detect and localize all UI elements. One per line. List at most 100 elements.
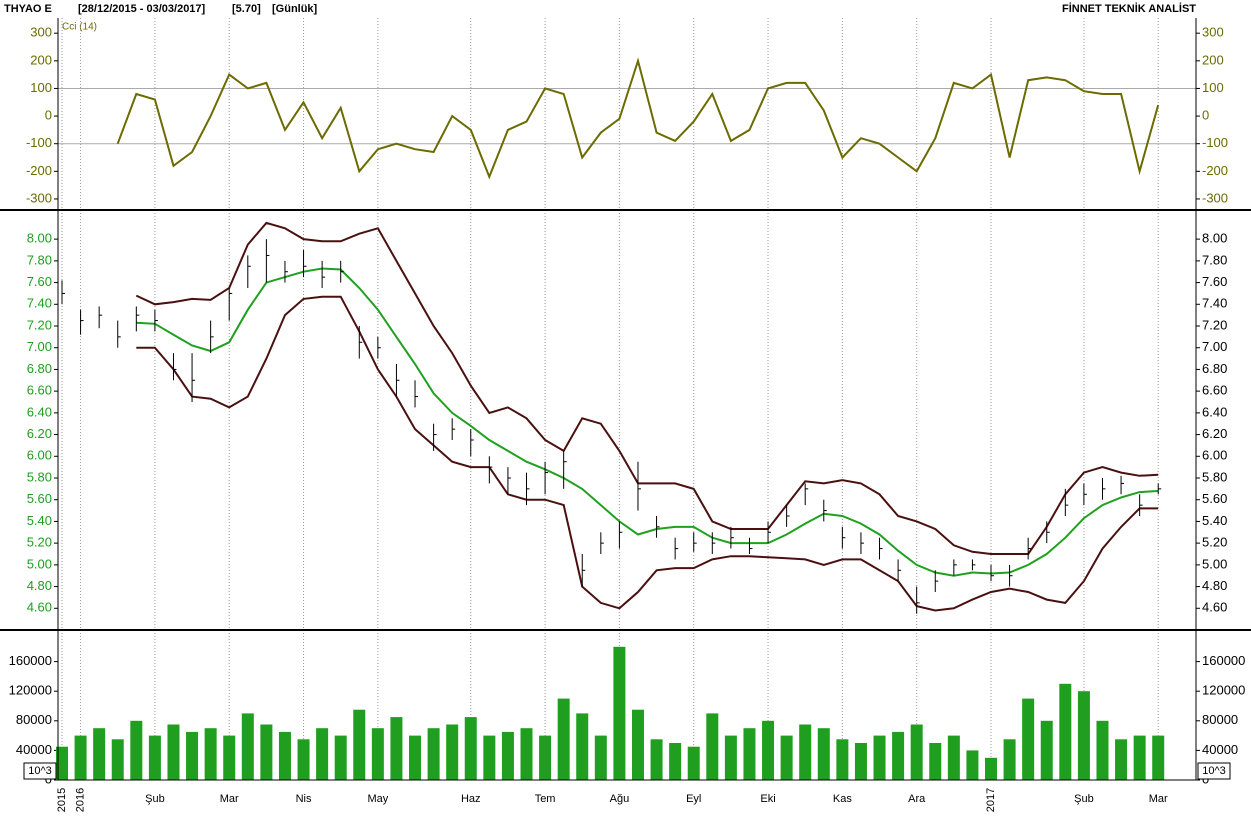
x-tick-label: Nis	[296, 793, 312, 805]
volume-bar	[669, 743, 682, 780]
volume-bar	[780, 735, 793, 780]
volume-bar	[966, 750, 979, 780]
y-tick-label: 300	[1202, 25, 1224, 40]
y-tick-label: 6.20	[1202, 426, 1227, 441]
volume-bar	[371, 728, 384, 780]
volume-bar	[390, 717, 403, 780]
y-tick-label: 8.00	[1202, 231, 1227, 246]
volume-bar	[576, 713, 589, 780]
x-tick-label: 2016	[74, 788, 86, 812]
x-tick-label: Mar	[1149, 793, 1168, 805]
brand: FİNNET TEKNİK ANALİST	[1062, 2, 1196, 15]
y-tick-label: 0	[1202, 108, 1209, 123]
y-tick-label: 6.60	[1202, 383, 1227, 398]
volume-bar	[93, 728, 106, 780]
y-tick-label: 4.60	[1202, 600, 1227, 615]
volume-bar	[204, 728, 217, 780]
volume-bar	[316, 728, 329, 780]
y-tick-label: 8.00	[27, 231, 52, 246]
volume-bar	[985, 757, 997, 780]
y-tick-label: 4.60	[27, 600, 52, 615]
volume-bar	[1133, 735, 1146, 780]
date-range: [28/12/2015 - 03/03/2017]	[78, 3, 206, 15]
unit-box	[1197, 762, 1231, 780]
volume-bar	[892, 731, 905, 780]
volume-bar	[241, 713, 254, 780]
y-tick-label: 200	[1202, 52, 1224, 67]
volume-bar	[409, 735, 422, 780]
volume-bar	[520, 728, 533, 780]
y-tick-label: 5.00	[1202, 556, 1227, 571]
y-tick-label: 5.80	[27, 469, 52, 484]
y-tick-label: 7.40	[27, 296, 52, 311]
volume-bar	[706, 713, 719, 780]
x-tick-label: May	[367, 793, 388, 805]
volume-bar	[1003, 739, 1016, 780]
x-tick-label: Kas	[833, 793, 852, 805]
y-tick-label: 7.40	[1202, 296, 1227, 311]
y-tick-label: 0	[45, 108, 52, 123]
volume-bar	[167, 724, 180, 780]
volume-bar	[1077, 691, 1090, 780]
y-tick-label: 100	[30, 80, 52, 95]
symbol: THYAO E	[4, 3, 52, 15]
x-tick-label: Mar	[220, 793, 239, 805]
x-tick-label: 2015	[56, 788, 68, 812]
volume-bar	[854, 743, 867, 780]
unit-label: 10^3	[1202, 765, 1226, 777]
x-tick-label: 2017	[985, 788, 997, 812]
x-tick-label: Şub	[145, 793, 165, 805]
y-tick-label: 6.60	[27, 383, 52, 398]
volume-bar	[1152, 735, 1165, 780]
volume-bar	[130, 720, 143, 780]
volume-bar	[297, 739, 310, 780]
unit-box	[23, 762, 57, 780]
y-tick-label: 7.20	[27, 317, 52, 332]
volume-bar	[762, 720, 775, 780]
volume-bar	[1022, 698, 1035, 780]
period: [Günlük]	[272, 3, 318, 15]
volume-bar	[724, 735, 737, 780]
volume-bar	[539, 735, 552, 780]
volume-bar	[111, 739, 124, 780]
volume-bar	[223, 735, 236, 780]
y-tick-label: 40000	[16, 742, 52, 757]
y-tick-label: 4.80	[27, 578, 52, 593]
volume-bar	[464, 717, 477, 780]
y-tick-label: 40000	[1202, 742, 1238, 757]
y-tick-label: 7.60	[27, 274, 52, 289]
y-tick-label: -100	[26, 135, 52, 150]
y-tick-label: 160000	[9, 653, 52, 668]
y-tick-label: 300	[30, 25, 52, 40]
line	[136, 267, 1159, 577]
x-tick-label: Eyl	[686, 793, 701, 805]
line	[135, 221, 1159, 555]
volume-bar	[594, 735, 607, 780]
y-tick-label: 5.80	[1202, 469, 1227, 484]
volume-bar	[74, 735, 87, 780]
volume-bar	[799, 724, 812, 780]
y-tick-label: 6.40	[27, 404, 52, 419]
y-tick-label: 7.00	[1202, 339, 1227, 354]
volume-bar	[334, 735, 347, 780]
last-price: [5.70]	[232, 3, 261, 15]
line	[136, 295, 1159, 612]
y-tick-label: -100	[1202, 135, 1228, 150]
y-tick-label: 5.20	[1202, 535, 1227, 550]
volume-bar	[743, 728, 756, 780]
volume-bar	[631, 709, 644, 780]
y-tick-label: -300	[26, 190, 52, 205]
volume-bar	[1040, 720, 1053, 780]
volume-bar	[501, 731, 514, 780]
y-tick-label: 80000	[1202, 712, 1238, 727]
x-tick-label: Eki	[760, 793, 775, 805]
y-tick-label: 5.40	[1202, 513, 1227, 528]
y-tick-label: 5.00	[27, 556, 52, 571]
volume-bar	[353, 709, 366, 780]
y-tick-label: 6.00	[27, 448, 52, 463]
y-tick-label: 6.80	[1202, 361, 1227, 376]
volume-bar	[1115, 739, 1128, 780]
y-tick-label: -200	[1202, 163, 1228, 178]
volume-bar	[873, 735, 886, 780]
